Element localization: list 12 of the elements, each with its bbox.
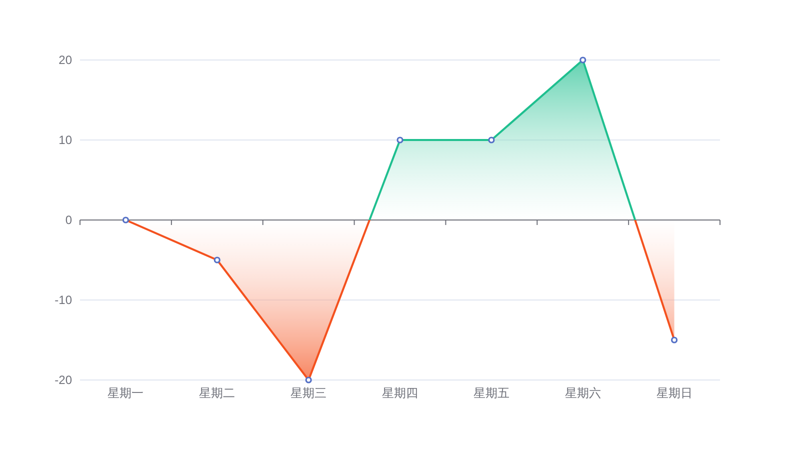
x-tick-label: 星期二 xyxy=(199,386,236,400)
y-tick-label: 20 xyxy=(58,53,72,67)
y-tick-label: -10 xyxy=(54,293,72,307)
x-tick-label: 星期日 xyxy=(656,386,692,400)
x-tick-label: 星期五 xyxy=(473,386,510,400)
x-tick-label: 星期一 xyxy=(108,386,144,400)
x-tick-label: 星期三 xyxy=(290,386,327,400)
x-tick-label: 星期六 xyxy=(564,386,601,400)
y-tick-label: -20 xyxy=(54,373,72,387)
y-tick-label: 0 xyxy=(65,213,72,227)
y-tick-label: 10 xyxy=(58,133,72,147)
x-tick-label: 星期四 xyxy=(382,386,418,400)
